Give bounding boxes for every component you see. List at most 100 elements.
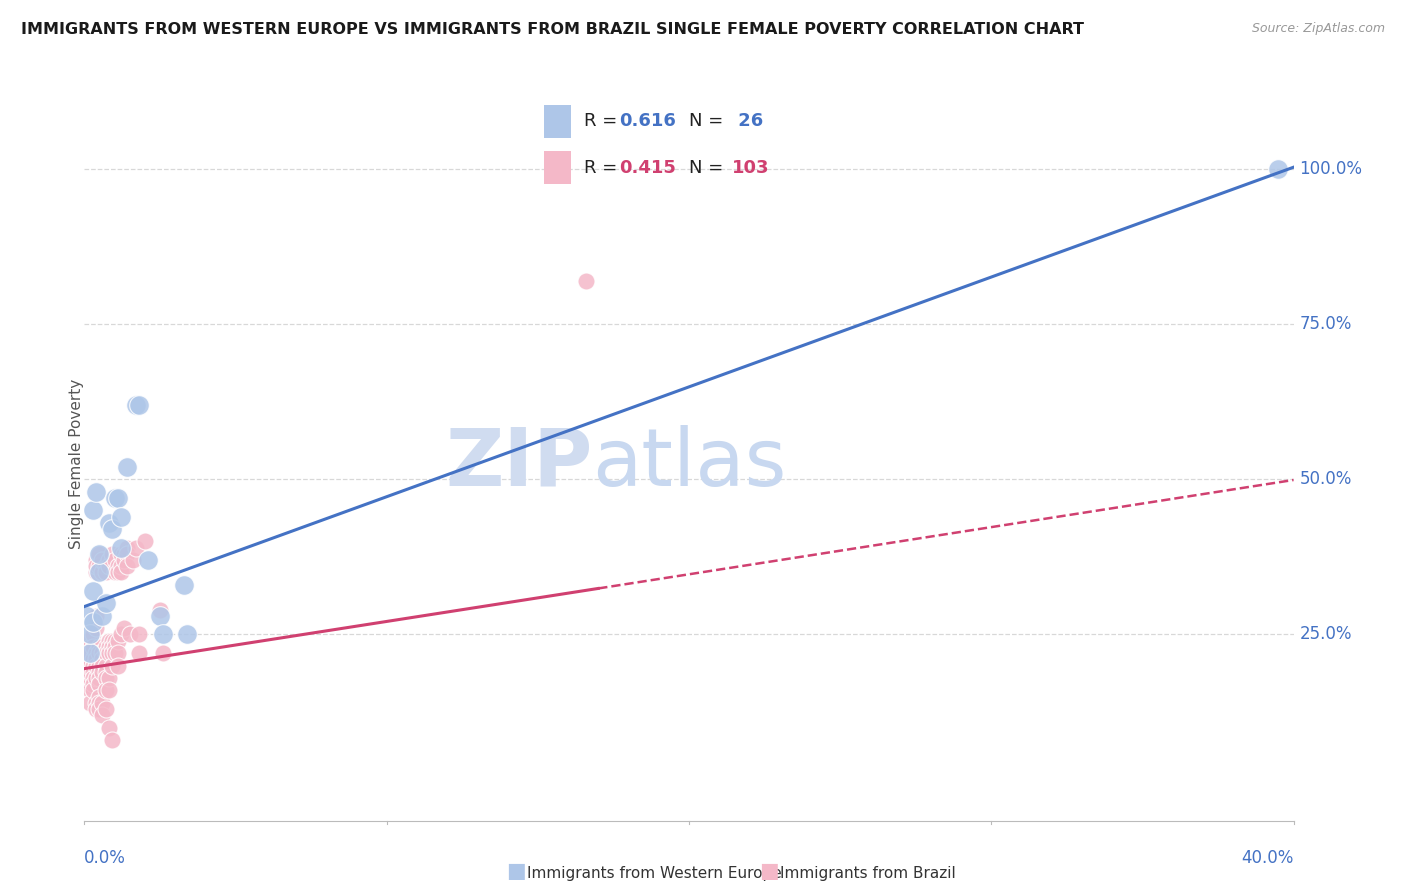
Text: 26: 26 [733,112,763,130]
Point [86,484,108,499]
Point [89,671,111,685]
Point [91,665,114,679]
Point [121,553,143,567]
Point [97,516,120,530]
Point [112,621,135,635]
Point [82,671,104,685]
Point [100,547,122,561]
Point [79,646,101,660]
Point [76,665,98,679]
Point [86,671,108,685]
Point [104,646,127,660]
Point [97,683,120,698]
Point [100,646,122,660]
Point [152,646,174,660]
Point [86,559,108,574]
Point [86,652,108,666]
Point [107,658,129,673]
Point [110,547,132,561]
Point [91,646,114,660]
Point [97,640,120,654]
Point [115,541,138,555]
Text: R =: R = [583,159,623,177]
Point [82,640,104,654]
Point [86,646,108,660]
Point [79,671,101,685]
Point [104,553,127,567]
Point [110,566,132,580]
Point [79,683,101,698]
Point [82,627,104,641]
Point [107,491,129,505]
Point [104,633,127,648]
Point [86,702,108,716]
Point [97,633,120,648]
Point [94,597,117,611]
Text: 0.415: 0.415 [619,159,676,177]
Point [76,646,98,660]
Point [86,658,108,673]
Point [104,640,127,654]
Point [97,559,120,574]
Text: ■: ■ [759,862,779,881]
Point [100,733,122,747]
Text: N =: N = [689,159,728,177]
Text: atlas: atlas [592,425,786,503]
Text: R =: R = [583,112,623,130]
Point [575,274,598,288]
Point [89,640,111,654]
Point [76,658,98,673]
Point [91,608,114,623]
Text: ZIP: ZIP [444,425,592,503]
Point [82,683,104,698]
Point [89,696,111,710]
Point [89,566,111,580]
Point [89,658,111,673]
Point [94,702,117,716]
Point [89,702,111,716]
Point [82,503,104,517]
Point [76,671,98,685]
Point [89,547,111,561]
Point [97,671,120,685]
Point [100,633,122,648]
Point [1267,162,1289,177]
Point [86,608,108,623]
Point [110,509,132,524]
Point [125,398,148,412]
Point [128,627,150,641]
Point [76,633,98,648]
Point [89,646,111,660]
Point [94,646,117,660]
Point [94,658,117,673]
Point [91,708,114,723]
Text: 0.0%: 0.0% [84,849,127,867]
Point [94,665,117,679]
Point [79,640,101,654]
Point [82,658,104,673]
Point [100,640,122,654]
Point [89,665,111,679]
Point [97,646,120,660]
Point [79,665,101,679]
Point [115,459,138,474]
Point [149,608,172,623]
Y-axis label: Single Female Poverty: Single Female Poverty [69,379,83,549]
Point [79,646,101,660]
Point [76,652,98,666]
Point [125,541,148,555]
Text: Source: ZipAtlas.com: Source: ZipAtlas.com [1251,22,1385,36]
Point [136,553,159,567]
Point [107,633,129,648]
Text: IMMIGRANTS FROM WESTERN EUROPE VS IMMIGRANTS FROM BRAZIL SINGLE FEMALE POVERTY C: IMMIGRANTS FROM WESTERN EUROPE VS IMMIGR… [21,22,1084,37]
Point [107,559,129,574]
Point [176,627,198,641]
Point [82,584,104,599]
Point [79,696,101,710]
Point [86,696,108,710]
Point [107,566,129,580]
Point [94,640,117,654]
Point [97,553,120,567]
Point [89,547,111,561]
Text: Immigrants from Brazil: Immigrants from Brazil [780,866,956,881]
